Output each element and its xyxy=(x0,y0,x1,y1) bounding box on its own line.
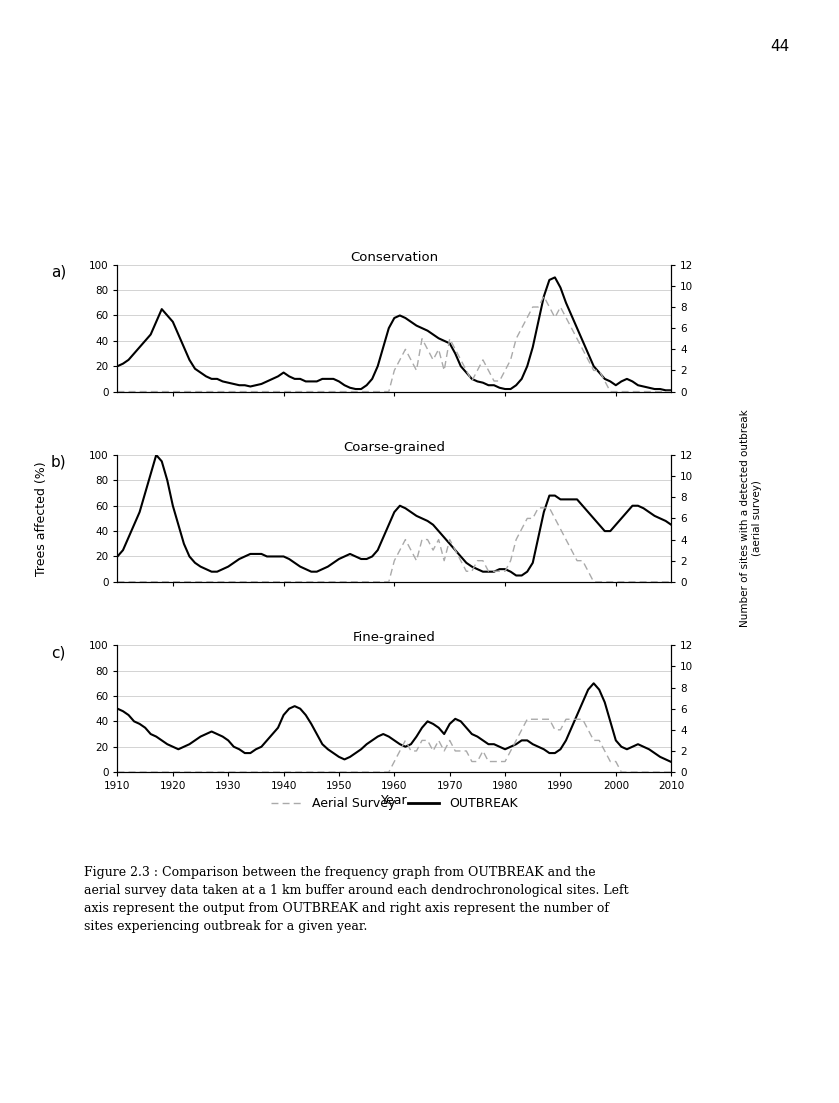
Title: Fine-grained: Fine-grained xyxy=(353,631,435,644)
Title: Coarse-grained: Coarse-grained xyxy=(343,441,446,453)
Legend: Aerial Survey, OUTBREAK: Aerial Survey, OUTBREAK xyxy=(266,792,523,815)
Title: Conservation: Conservation xyxy=(350,250,439,264)
X-axis label: Year: Year xyxy=(381,794,408,807)
Text: Number of sites with a detected outbreak
(aerial survey): Number of sites with a detected outbreak… xyxy=(740,409,762,628)
Text: b): b) xyxy=(51,454,66,470)
Text: a): a) xyxy=(51,265,66,280)
Text: Trees affected (%): Trees affected (%) xyxy=(35,461,49,576)
Text: c): c) xyxy=(51,645,65,661)
Text: 44: 44 xyxy=(771,39,789,54)
Text: Figure 2.3 : Comparison between the frequency graph from OUTBREAK and the
aerial: Figure 2.3 : Comparison between the freq… xyxy=(84,866,628,933)
